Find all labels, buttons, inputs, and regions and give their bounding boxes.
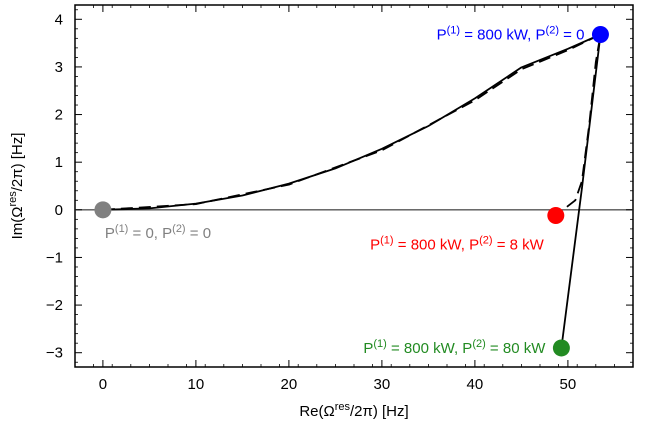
- y-tick-label: −3: [46, 345, 63, 362]
- plot-area: [74, 4, 634, 368]
- data-point: [94, 201, 112, 219]
- data-point: [552, 339, 570, 357]
- data-point: [591, 26, 609, 44]
- y-tick-label: 3: [55, 59, 63, 76]
- plot-frame: [74, 4, 634, 368]
- x-tick-label: 30: [374, 376, 391, 393]
- x-axis: 0 10 20 30 40 50: [74, 5, 634, 393]
- curves: [102, 33, 602, 349]
- axis-titles: Re(Ωres/2π) [Hz] Im(Ωres/2π) [Hz]: [7, 133, 409, 420]
- point-label: P(1) = 800 kW, P(2) = 0: [437, 25, 585, 44]
- x-axis-title: Re(Ωres/2π) [Hz]: [299, 401, 408, 420]
- markers: [94, 26, 609, 357]
- y-tick-label: 1: [55, 154, 63, 171]
- y-tick-label: −2: [46, 297, 63, 314]
- point-label: P(1) = 800 kW, P(2) = 8 kW: [370, 235, 545, 254]
- point-label: P(1) = 800 kW, P(2) = 80 kW: [363, 338, 546, 357]
- y-tick-label: 2: [55, 107, 63, 124]
- y-tick-label: 4: [55, 11, 63, 28]
- curve-solid: [102, 33, 602, 349]
- data-point: [547, 207, 565, 225]
- annotations: P(1) = 0, P(2) = 0 P(1) = 800 kW, P(2) = …: [105, 25, 585, 357]
- y-axis-title: Im(Ωres/2π) [Hz]: [7, 133, 26, 240]
- y-axis: −3 −2 −1 0 1 2 3 4: [46, 9, 633, 363]
- x-tick-label: 40: [467, 376, 484, 393]
- point-label: P(1) = 0, P(2) = 0: [105, 223, 211, 242]
- curve-dashed: [102, 33, 602, 217]
- x-tick-label: 50: [560, 376, 577, 393]
- x-tick-label: 20: [281, 376, 298, 393]
- x-tick-label: 0: [99, 376, 107, 393]
- y-tick-label: 0: [55, 202, 63, 219]
- y-tick-label: −1: [46, 249, 63, 266]
- x-tick-label: 10: [188, 376, 205, 393]
